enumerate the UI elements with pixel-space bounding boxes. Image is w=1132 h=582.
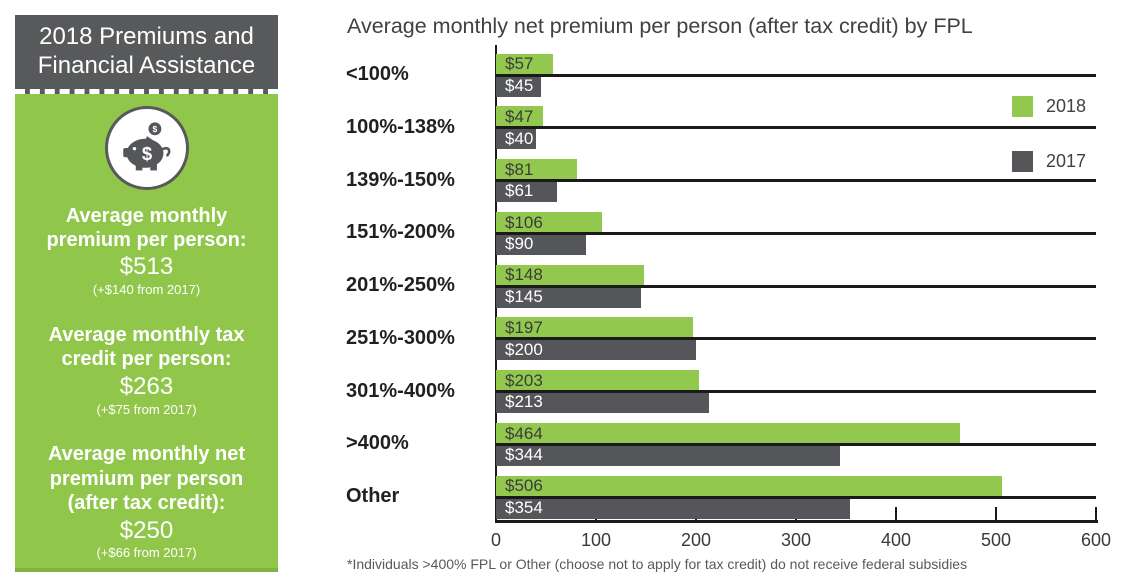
sidebar-section-heading: Average monthly premium per person: — [46, 204, 247, 251]
x-axis-tick — [995, 507, 997, 520]
x-axis-tick-label: 600 — [1080, 530, 1112, 550]
bar-2018-2: $81 — [496, 159, 577, 181]
sidebar-body: $ $ Average mo — [15, 93, 278, 573]
x-axis-tick-label: 200 — [680, 530, 712, 550]
x-axis-tick-label: 300 — [780, 530, 812, 550]
bar-2017-0: $45 — [496, 75, 541, 97]
sidebar: 2018 Premiums and Financial Assistance $ — [15, 15, 278, 573]
sidebar-section-note: (+$66 from 2017) — [96, 545, 197, 561]
x-axis-tick — [895, 507, 897, 520]
bar-value-label: $61 — [505, 181, 534, 201]
bar-value-label: $213 — [505, 392, 543, 412]
bar-2017-5: $200 — [496, 338, 696, 361]
bar-2017-2: $61 — [496, 180, 557, 202]
x-axis-tick-label: 500 — [980, 530, 1012, 550]
bar-value-label: $106 — [505, 212, 543, 232]
bar-2018-1: $47 — [496, 106, 543, 128]
bar-value-label: $197 — [505, 318, 543, 337]
sidebar-section-0: Average monthly premium per person: $513(… — [29, 204, 264, 299]
bar-value-label: $145 — [505, 286, 543, 306]
category-separator-line — [496, 442, 1096, 446]
x-axis-tick-label: 100 — [580, 530, 612, 550]
bar-value-label: $40 — [505, 128, 534, 148]
x-axis-tick — [1095, 507, 1097, 520]
bar-value-label: $200 — [505, 339, 543, 359]
legend-item-2018: 2018 — [1012, 96, 1086, 117]
sidebar-section-heading: Average monthly net premium per person (… — [47, 443, 246, 515]
bar-2017-7: $344 — [496, 444, 840, 466]
category-label: <100% — [346, 63, 409, 85]
category-label: 139%-150% — [346, 168, 455, 191]
sidebar-section-value: $263 — [119, 372, 174, 400]
sidebar-section-note: (+$75 from 2017) — [96, 401, 197, 417]
bar-value-label: $354 — [505, 497, 543, 517]
sidebar-sections: Average monthly premium per person: $513(… — [29, 204, 264, 563]
bar-2018-6: $203 — [496, 370, 699, 392]
bar-2017-6: $213 — [496, 391, 709, 413]
bar-value-label: $506 — [505, 476, 543, 496]
legend-swatch-2017 — [1012, 151, 1033, 172]
sidebar-section-value: $250 — [119, 516, 174, 544]
sidebar-section-value: $513 — [119, 253, 174, 281]
x-axis-tick-label: 0 — [490, 530, 501, 550]
sidebar-section-heading: Average monthly tax credit per person: — [48, 324, 245, 371]
svg-text:$: $ — [141, 142, 152, 163]
bar-value-label: $81 — [505, 159, 534, 179]
category-label: >400% — [346, 432, 409, 455]
category-separator-line — [496, 231, 1096, 235]
legend-label-2018: 2018 — [1046, 96, 1087, 116]
x-axis-tick-label: 400 — [880, 530, 912, 550]
category-separator-line — [496, 284, 1096, 288]
bar-2018-7: $464 — [496, 422, 960, 445]
piggy-bank-icon: $ $ — [104, 105, 189, 190]
category-separator-line — [496, 337, 1096, 341]
bar-value-label: $464 — [505, 423, 543, 443]
bar-value-label: $45 — [505, 75, 534, 95]
sidebar-title: 2018 Premiums and Financial Assistance — [15, 15, 278, 94]
category-separator-line — [496, 390, 1096, 393]
category-label: 100%-138% — [346, 115, 455, 138]
category-label: 151%-200% — [346, 221, 455, 244]
category-label: 301%-400% — [346, 379, 455, 402]
legend-label-2017: 2017 — [1046, 151, 1087, 171]
bar-2017-3: $90 — [496, 233, 586, 255]
category-separator-line — [496, 126, 1096, 130]
category-separator-line — [496, 73, 1096, 77]
category-separator-line — [496, 495, 1096, 499]
category-label: 201%-250% — [346, 274, 455, 296]
bar-value-label: $57 — [505, 54, 534, 74]
bar-value-label: $47 — [505, 107, 534, 126]
bar-2017-8: $354 — [496, 497, 850, 519]
legend-swatch-2018 — [1012, 96, 1033, 117]
bar-2017-4: $145 — [496, 286, 641, 308]
bar-value-label: $90 — [505, 234, 534, 253]
category-separator-line — [496, 179, 1096, 182]
bar-value-label: $344 — [505, 445, 543, 464]
bar-2018-3: $106 — [496, 211, 602, 234]
sidebar-section-1: Average monthly tax credit per person: $2… — [29, 323, 264, 418]
sidebar-section-2: Average monthly net premium per person (… — [29, 442, 264, 562]
bar-2018-8: $506 — [496, 475, 1002, 497]
chart-title: Average monthly net premium per person (… — [347, 14, 973, 38]
bar-2018-0: $57 — [496, 53, 553, 75]
chart-footnote: *Individuals >400% FPL or Other (choose … — [347, 556, 968, 572]
bar-2018-4: $148 — [496, 264, 644, 286]
bar-chart-plot-area: 0 100 200 300 400 500 600 <100% $57 $45 100%-138% $… — [346, 45, 1111, 550]
category-label: Other — [346, 485, 400, 507]
bar-2017-1: $40 — [496, 127, 536, 150]
bar-2018-5: $197 — [496, 317, 693, 339]
legend-item-2017: 2017 — [1012, 151, 1086, 172]
svg-text:$: $ — [152, 124, 157, 134]
sidebar-section-note: (+$140 from 2017) — [92, 282, 201, 298]
bar-value-label: $148 — [505, 265, 543, 285]
bar-value-label: $203 — [505, 370, 543, 390]
x-axis-line — [495, 520, 1098, 523]
category-label: 251%-300% — [346, 326, 455, 349]
